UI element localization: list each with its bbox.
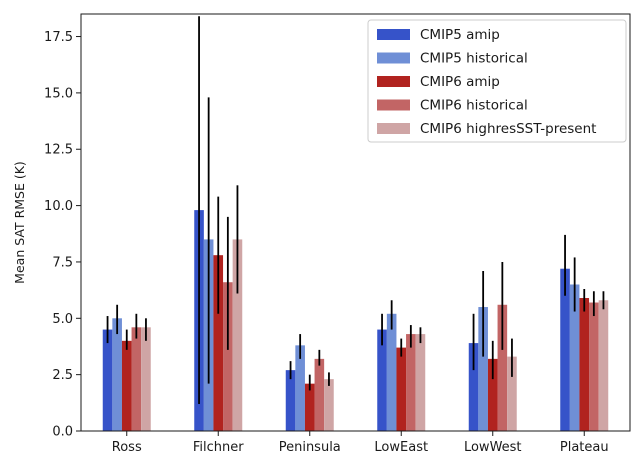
bar [304, 383, 315, 431]
bar [579, 298, 590, 431]
legend-swatch [377, 52, 410, 64]
legend-swatch [377, 29, 410, 40]
bar [487, 358, 498, 431]
bar [415, 334, 426, 431]
x-axis-ticks: Ross Filchner Peninsula LowEast LowWest Plate… [112, 431, 609, 455]
y-tick-label: 5.0 [52, 312, 73, 327]
bar [507, 356, 517, 431]
legend-swatch [377, 76, 410, 87]
x-tick-label: Ross [112, 440, 142, 455]
legend-label: CMIP5 historical [420, 51, 528, 67]
y-tick-label: 0.0 [52, 425, 73, 440]
bar [314, 358, 325, 431]
legend-swatch [377, 99, 410, 111]
legend-label: CMIP6 highresSST-present [420, 121, 596, 137]
legend-box [367, 19, 627, 143]
y-tick-label: 15.0 [44, 86, 73, 101]
x-tick-label: Filchner [193, 440, 244, 455]
y-tick-label: 10.0 [44, 199, 73, 214]
bar [396, 347, 407, 431]
bar [121, 340, 132, 431]
x-tick-label: Peninsula [279, 440, 341, 455]
x-tick-label: Plateau [560, 440, 609, 455]
bar [377, 329, 387, 431]
legend: CMIP5 amip CMIP5 historical CMIP6 amip CMIP… [367, 19, 627, 143]
bar [112, 318, 122, 431]
bar [141, 327, 151, 431]
legend-label: CMIP5 amip [420, 27, 500, 43]
bar [406, 334, 416, 431]
bar [131, 327, 142, 431]
bar [598, 300, 609, 431]
bar [324, 379, 334, 431]
legend-label: CMIP6 amip [420, 74, 500, 90]
y-axis-ticks: 0.0 2.5 5.0 7.5 10.0 12.5 15.0 17.5 [44, 30, 81, 440]
bar [232, 239, 243, 431]
bar [223, 282, 233, 431]
legend-swatch [377, 123, 410, 134]
bar [285, 370, 296, 431]
bar [560, 268, 570, 431]
x-tick-label: LowWest [464, 440, 522, 455]
bar [468, 343, 479, 431]
bar [478, 307, 488, 431]
bar [213, 255, 224, 431]
y-tick-label: 12.5 [44, 143, 73, 158]
x-tick-label: LowEast [374, 440, 428, 455]
y-tick-label: 17.5 [44, 30, 73, 45]
legend-label: CMIP6 historical [420, 98, 528, 114]
bars [102, 210, 609, 431]
y-axis-label: Mean SAT RMSE (K) [12, 161, 27, 284]
error-bars [106, 16, 605, 404]
bar [589, 302, 599, 431]
bar [569, 284, 580, 431]
bar [386, 313, 397, 431]
y-tick-label: 7.5 [52, 255, 73, 270]
plot-frame [80, 13, 631, 432]
bar [295, 345, 305, 431]
bar [102, 329, 113, 431]
y-tick-label: 2.5 [52, 368, 73, 383]
bar [497, 304, 508, 431]
